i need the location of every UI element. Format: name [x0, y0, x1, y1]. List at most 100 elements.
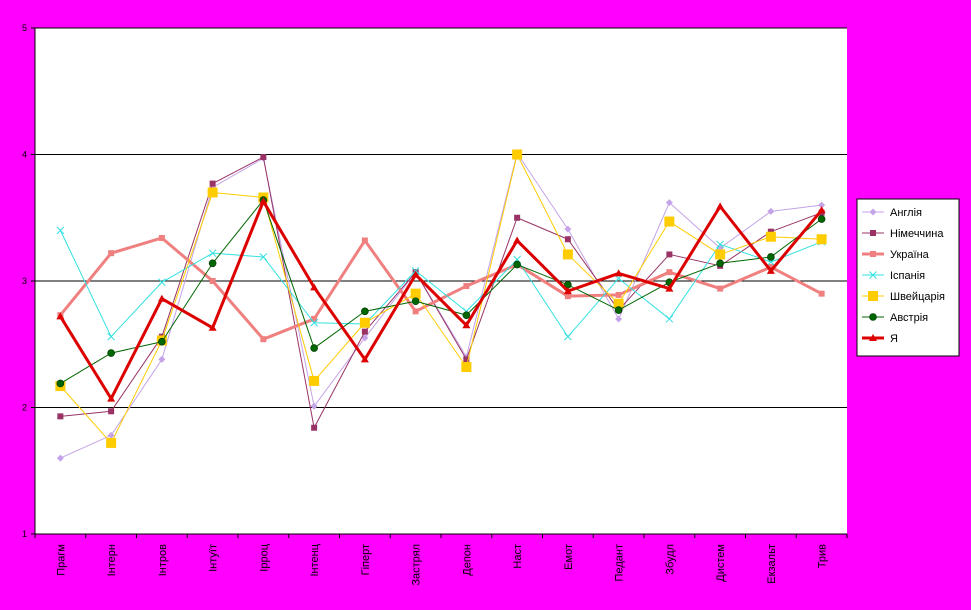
data-point: [57, 413, 64, 420]
legend-label: Англія: [890, 207, 922, 219]
data-point: [664, 216, 675, 227]
legend-label: Україна: [890, 249, 930, 261]
data-point: [158, 234, 165, 241]
data-point: [309, 375, 320, 386]
data-point: [361, 307, 369, 316]
gridlines: [35, 27, 847, 408]
data-point: [869, 271, 877, 279]
data-point: [564, 293, 571, 300]
data-point: [562, 249, 573, 260]
y-tick-label: 3: [22, 276, 27, 286]
data-point: [869, 313, 877, 321]
legend-entry: Англія: [862, 207, 922, 219]
data-point: [817, 215, 826, 223]
data-point: [818, 201, 826, 209]
data-point: [818, 290, 825, 297]
data-point: [870, 230, 876, 236]
data-point: [56, 226, 65, 235]
series-line: [60, 199, 822, 384]
data-point: [106, 437, 117, 448]
data-point: [462, 311, 471, 319]
x-tick-label: Депон: [461, 544, 473, 576]
series-line: [60, 154, 822, 444]
data-point: [107, 394, 116, 402]
legend-label: Швейцарія: [890, 291, 945, 303]
data-point: [665, 284, 674, 292]
x-tick-label: Інтров: [157, 544, 169, 576]
x-tick-label: Гіперт: [360, 544, 372, 575]
data-point: [208, 249, 217, 258]
data-point: [767, 207, 775, 215]
data-point: [563, 287, 572, 295]
x-tick-label: Збудл: [664, 544, 676, 575]
x-tick-label: Дистем: [715, 544, 727, 582]
data-point: [614, 269, 623, 277]
data-point: [716, 202, 725, 210]
legend-label: Іспанія: [890, 270, 925, 282]
x-tick-label: Наст: [512, 544, 524, 569]
legend-entry: Іспанія: [862, 270, 925, 282]
data-point: [411, 297, 420, 306]
data-point: [817, 206, 826, 214]
x-tick-label: Трив: [817, 544, 829, 568]
legend: Англія Німеччина Україна Іспанія Швейцарія Ав…: [856, 198, 960, 357]
x-tick-label: Застрял: [411, 544, 423, 586]
data-point: [209, 180, 216, 187]
data-point: [208, 259, 217, 268]
data-point: [259, 197, 268, 205]
data-point: [463, 356, 470, 363]
x-tick-label: Емот: [563, 544, 575, 570]
data-point: [207, 187, 218, 198]
data-point: [715, 249, 726, 260]
y-tick-label: 1: [22, 529, 27, 539]
data-point: [158, 278, 166, 287]
series-lines: [55, 149, 827, 462]
data-point: [259, 253, 268, 261]
data-point: [310, 402, 318, 410]
data-point: [461, 362, 472, 373]
data-point: [614, 306, 623, 314]
data-point: [564, 225, 572, 233]
data-point: [463, 283, 470, 290]
data-point: [56, 454, 64, 462]
y-tick-label: 5: [22, 23, 27, 33]
legend-label: Німеччина: [890, 228, 944, 240]
data-point: [816, 234, 827, 245]
legend-entry: Я: [862, 333, 898, 345]
data-point: [564, 236, 571, 243]
data-point: [56, 312, 65, 320]
data-point: [615, 291, 622, 298]
data-point: [716, 259, 724, 268]
data-point: [158, 355, 166, 363]
data-point: [360, 355, 369, 363]
data-point: [767, 228, 774, 235]
data-point: [666, 269, 673, 276]
data-point: [311, 315, 318, 322]
data-point: [107, 349, 115, 357]
data-point: [209, 278, 216, 284]
legend-label: Я: [890, 333, 898, 345]
x-tick-label: Інтуїт: [208, 544, 220, 572]
data-point: [613, 298, 624, 309]
data-point: [260, 336, 267, 343]
data-point: [666, 251, 673, 258]
data-point: [310, 318, 318, 327]
data-point: [564, 332, 572, 341]
data-point: [361, 334, 369, 342]
data-point: [208, 323, 217, 331]
data-point: [411, 270, 420, 278]
data-point: [462, 321, 471, 329]
legend-entry: Швейцарія: [862, 291, 945, 303]
data-point: [512, 149, 523, 160]
data-point: [108, 408, 115, 415]
data-point: [716, 240, 724, 249]
data-point: [56, 379, 65, 388]
legend-entry: Україна: [862, 249, 930, 261]
x-tick-label: Екзальт: [766, 544, 778, 584]
y-tick-label: 2: [22, 403, 27, 413]
x-tick-label: Ірроц: [258, 543, 270, 571]
data-point: [869, 208, 877, 216]
x-tick-label: Прагм: [55, 544, 67, 576]
data-point: [361, 237, 368, 244]
series-7: [56, 197, 826, 402]
